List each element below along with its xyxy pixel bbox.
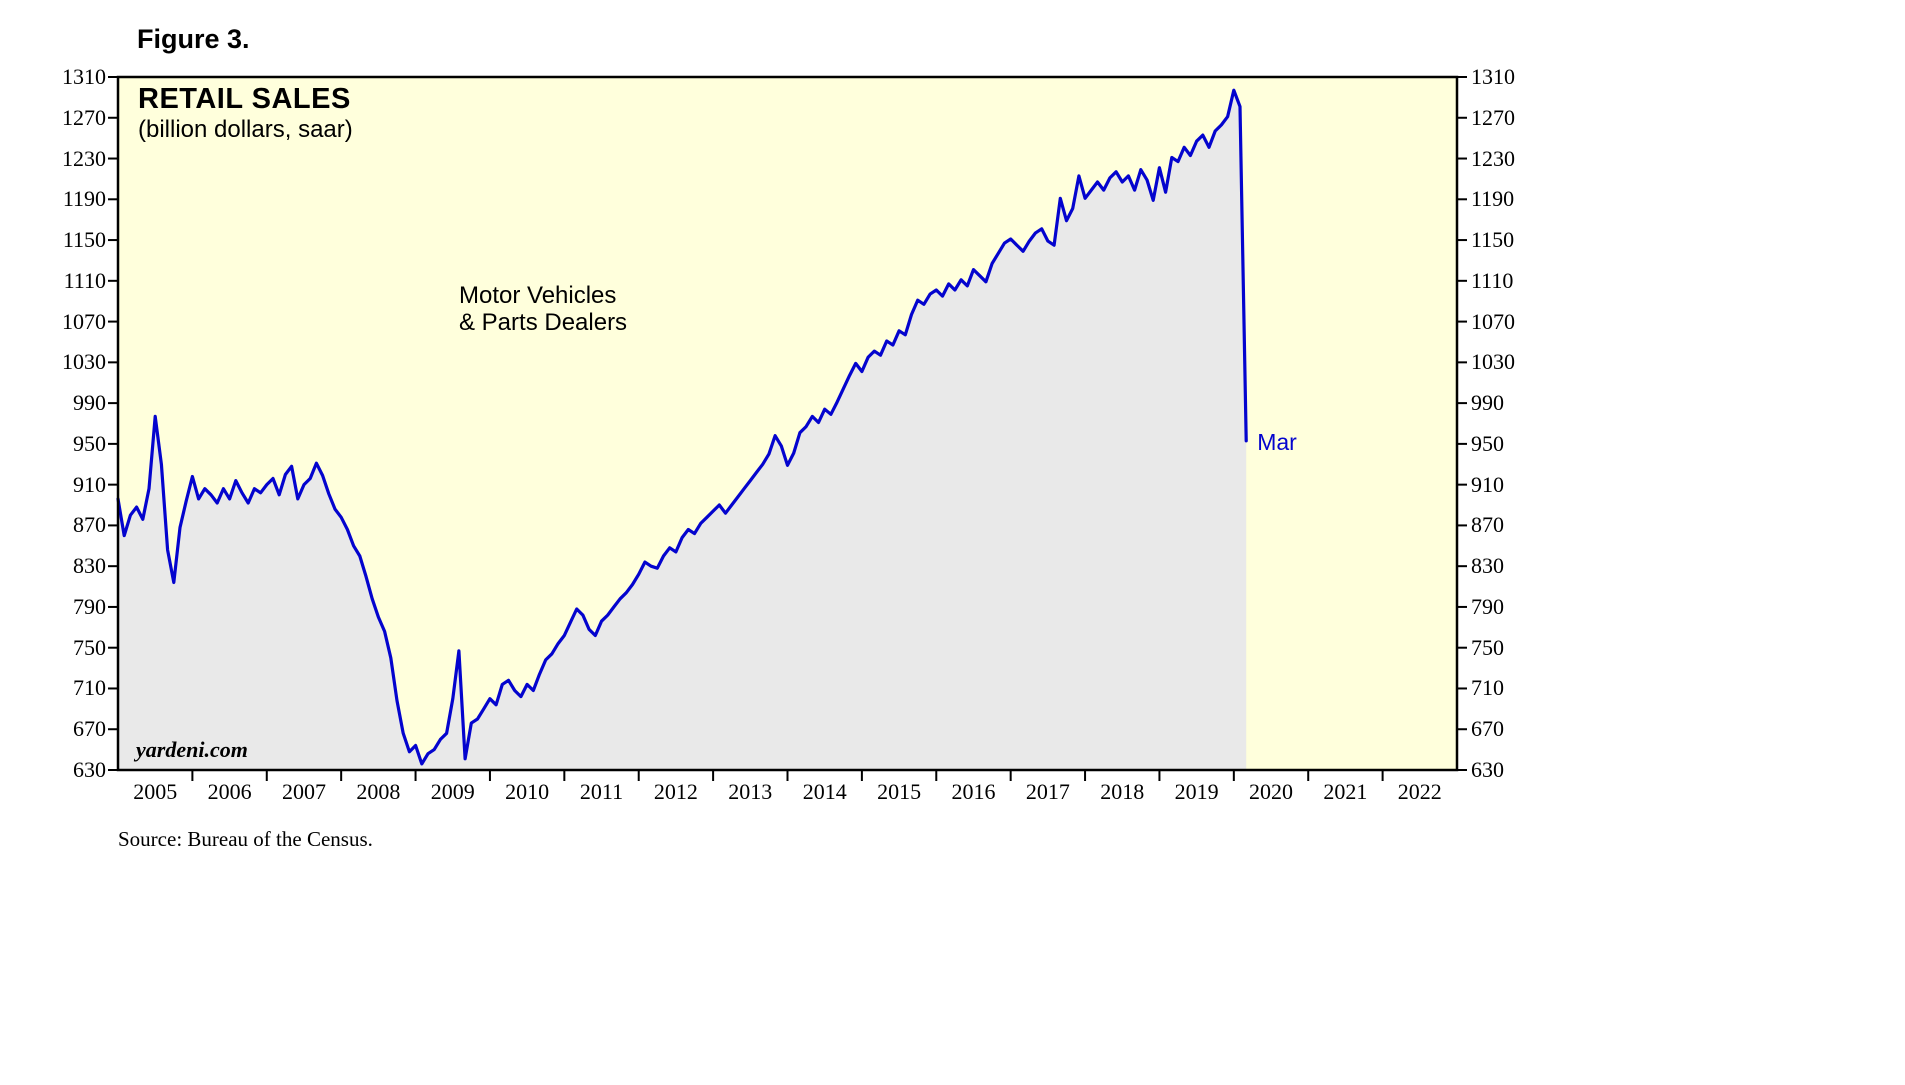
y-tick-label-left: 1110 (63, 267, 106, 293)
y-tick-label-right: 750 (1471, 634, 1504, 660)
series-label-line2: & Parts Dealers (459, 309, 628, 336)
x-tick-label: 2010 (505, 779, 550, 804)
y-tick-label-left: 710 (73, 675, 106, 701)
y-tick-label-left: 750 (73, 634, 106, 660)
watermark: yardeni.com (136, 737, 248, 762)
y-tick-label-left: 910 (73, 471, 106, 497)
y-tick-label-right: 710 (1471, 675, 1504, 701)
x-tick-label: 2018 (1100, 779, 1145, 804)
y-tick-label-left: 670 (73, 716, 106, 742)
x-tick-label: 2016 (951, 779, 996, 804)
y-tick-label-left: 1190 (62, 186, 106, 212)
figure-label: Figure 3. (137, 24, 250, 54)
x-tick-label: 2019 (1174, 779, 1219, 804)
y-tick-label-left: 1270 (62, 104, 106, 130)
y-tick-label-right: 630 (1471, 757, 1504, 782)
y-tick-label-right: 870 (1471, 512, 1504, 538)
y-tick-label-left: 1030 (62, 349, 106, 375)
y-tick-label-right: 910 (1471, 471, 1504, 497)
y-tick-label-right: 1270 (1471, 104, 1515, 130)
x-tick-label: 2020 (1249, 779, 1294, 804)
x-tick-label: 2011 (579, 779, 624, 804)
y-tick-label-right: 990 (1471, 390, 1504, 416)
y-tick-label-left: 1230 (62, 145, 106, 171)
x-tick-label: 2017 (1025, 779, 1070, 804)
y-tick-label-left: 990 (73, 390, 106, 416)
y-tick-label-right: 1150 (1471, 227, 1515, 253)
series-area-fill (118, 90, 1247, 770)
y-tick-label-left: 1310 (62, 64, 106, 89)
x-tick-label: 2005 (133, 779, 178, 804)
y-tick-label-right: 1110 (1471, 267, 1514, 293)
x-tick-label: 2015 (877, 779, 922, 804)
plot-frame (116, 75, 1459, 772)
chart-subtitle: (billion dollars, saar) (138, 116, 353, 143)
y-tick-label-left: 790 (73, 593, 106, 619)
y-tick-label-right: 1070 (1471, 308, 1515, 334)
last-point-label: Mar (1257, 428, 1297, 455)
y-tick-label-right: 1310 (1471, 64, 1515, 89)
series-label-line1: Motor Vehicles (459, 282, 617, 309)
x-tick-label: 2007 (281, 779, 326, 804)
x-tick-label: 2014 (802, 779, 847, 804)
y-tick-label-left: 1070 (62, 308, 106, 334)
y-tick-label-right: 670 (1471, 716, 1504, 742)
x-tick-label: 2009 (430, 779, 475, 804)
y-tick-label-right: 1230 (1471, 145, 1515, 171)
y-tick-label-right: 950 (1471, 430, 1504, 456)
x-tick-label: 2021 (1323, 779, 1368, 804)
y-tick-label-left: 870 (73, 512, 106, 538)
y-tick-label-left: 630 (73, 757, 106, 782)
y-tick-label-right: 1190 (1471, 186, 1515, 212)
x-tick-label: 2022 (1397, 779, 1442, 804)
source-note: Source: Bureau of the Census. (118, 827, 373, 851)
y-tick-label-right: 830 (1471, 553, 1504, 579)
y-tick-label-right: 1030 (1471, 349, 1515, 375)
chart-title: RETAIL SALES (138, 83, 351, 115)
x-tick-label: 2012 (653, 779, 698, 804)
y-tick-label-right: 790 (1471, 593, 1504, 619)
x-tick-label: 2006 (207, 779, 252, 804)
y-tick-label-left: 1150 (62, 227, 106, 253)
series-label: Motor Vehicles & Parts Dealers (459, 282, 627, 336)
series-line (116, 88, 1248, 766)
x-tick-label: 2013 (728, 779, 773, 804)
x-tick-label: 2008 (356, 779, 401, 804)
y-tick-label-left: 950 (73, 430, 106, 456)
y-tick-label-left: 830 (73, 553, 106, 579)
